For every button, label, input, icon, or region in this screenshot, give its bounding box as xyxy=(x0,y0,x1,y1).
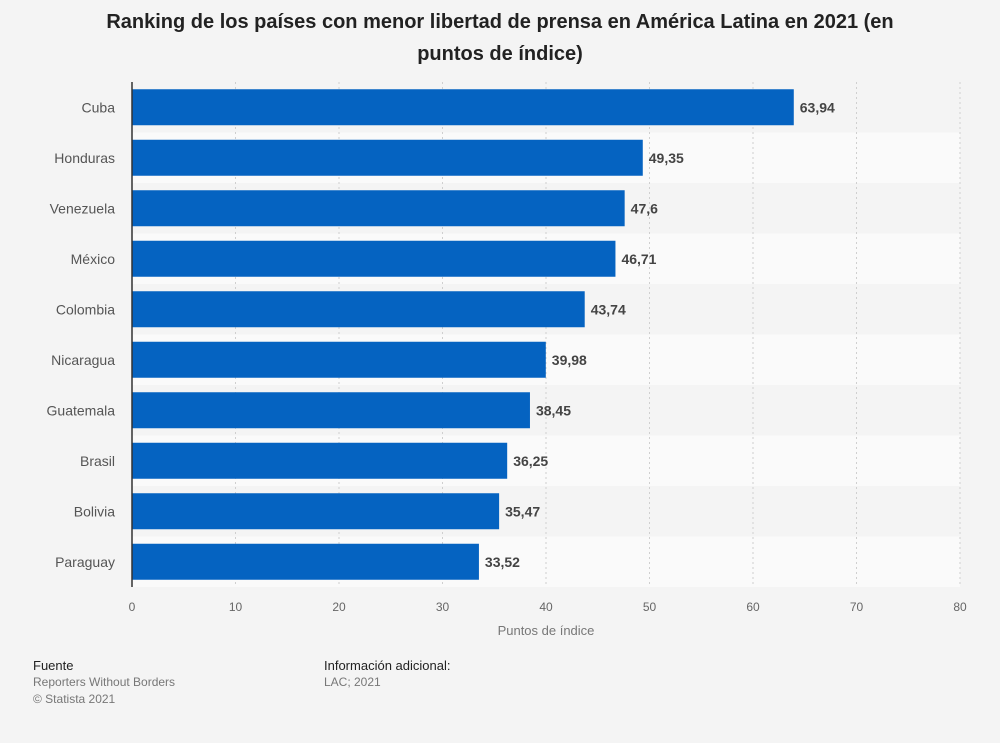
category-label: Guatemala xyxy=(47,402,116,418)
bar[interactable] xyxy=(132,493,500,530)
bar[interactable] xyxy=(132,190,625,227)
bar[interactable] xyxy=(132,139,643,176)
value-label: 33,52 xyxy=(485,554,520,570)
copyright: © Statista 2021 xyxy=(33,692,116,706)
x-tick-label: 60 xyxy=(746,600,760,614)
bar[interactable] xyxy=(132,442,508,479)
info-text: LAC; 2021 xyxy=(324,675,381,689)
x-tick-label: 20 xyxy=(332,600,346,614)
x-tick-label: 50 xyxy=(643,600,657,614)
bar[interactable] xyxy=(132,291,585,328)
value-label: 38,45 xyxy=(536,402,571,418)
x-tick-label: 70 xyxy=(850,600,864,614)
value-label: 46,71 xyxy=(621,251,656,267)
category-label: Colombia xyxy=(56,301,115,317)
value-label: 35,47 xyxy=(505,503,540,519)
value-labels: 63,94 49,35 47,6 46,71 43,74 39,98 38,45 36,25 3… xyxy=(485,99,835,570)
category-label: Nicaragua xyxy=(51,352,115,368)
category-label: Venezuela xyxy=(50,200,116,216)
category-label: Brasil xyxy=(80,453,115,469)
x-tick-labels: 0 10 20 30 40 50 60 70 80 xyxy=(129,600,967,614)
bars xyxy=(132,89,794,580)
value-label: 43,74 xyxy=(591,301,626,317)
category-label: Paraguay xyxy=(55,554,115,570)
category-label: México xyxy=(71,251,116,267)
category-label: Cuba xyxy=(82,99,116,115)
source-heading: Fuente xyxy=(33,658,74,673)
source-block: Fuente Reporters Without Borders © Stati… xyxy=(33,657,175,708)
bar[interactable] xyxy=(132,341,546,378)
value-label: 49,35 xyxy=(649,150,684,166)
category-label: Bolivia xyxy=(74,503,115,519)
chart-title: Ranking de los países con menor libertad… xyxy=(106,11,894,65)
value-label: 63,94 xyxy=(800,99,835,115)
value-label: 47,6 xyxy=(631,200,658,216)
value-label: 39,98 xyxy=(552,352,587,368)
bar[interactable] xyxy=(132,392,530,429)
bar[interactable] xyxy=(132,543,479,580)
category-labels: Cuba Honduras Venezuela México Colombia Nicar… xyxy=(47,99,116,570)
x-axis-title: Puntos de índice xyxy=(498,623,595,638)
info-block: Información adicional: LAC; 2021 xyxy=(324,657,450,691)
x-tick-label: 10 xyxy=(229,600,243,614)
x-tick-label: 40 xyxy=(539,600,553,614)
bar-chart: Cuba Honduras Venezuela México Colombia Nicar… xyxy=(47,82,967,638)
value-label: 36,25 xyxy=(513,453,548,469)
x-tick-label: 0 xyxy=(129,600,136,614)
x-tick-label: 30 xyxy=(436,600,450,614)
category-label: Honduras xyxy=(54,150,115,166)
info-heading: Información adicional: xyxy=(324,658,451,673)
x-tick-label: 80 xyxy=(953,600,967,614)
source-name: Reporters Without Borders xyxy=(33,675,176,689)
bar[interactable] xyxy=(132,240,616,277)
bar[interactable] xyxy=(132,89,794,126)
